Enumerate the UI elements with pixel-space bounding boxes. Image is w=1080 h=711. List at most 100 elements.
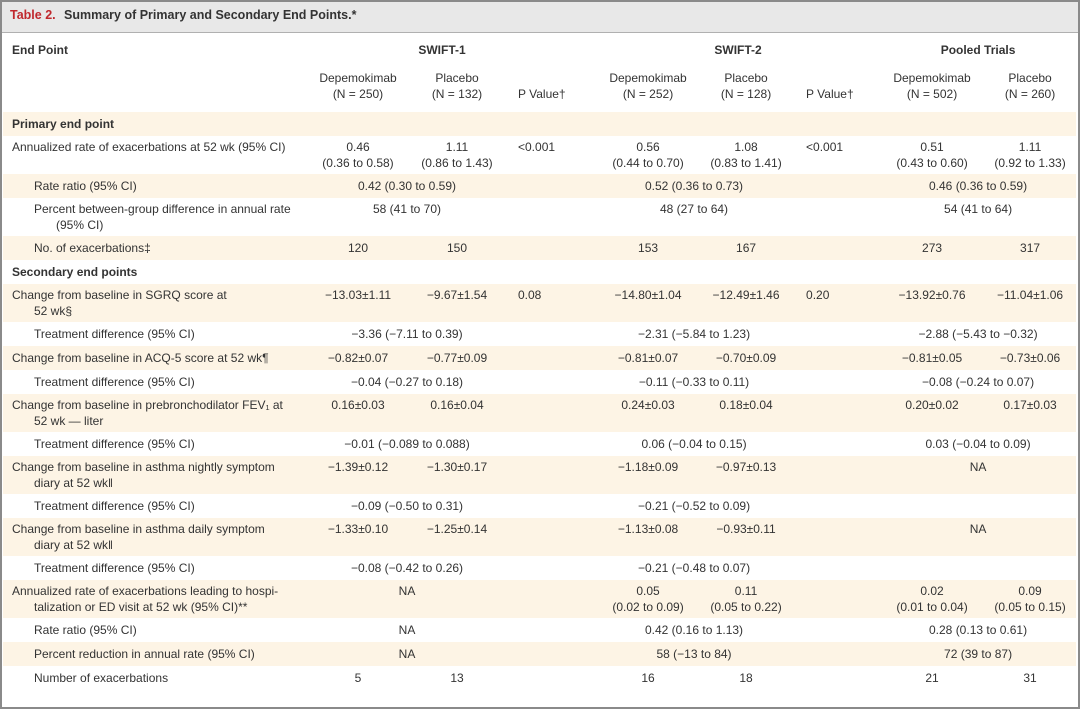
value-cell: −0.70±0.09: [715, 351, 777, 365]
value-cell: −0.21 (−0.48 to 0.07): [637, 561, 751, 575]
p-value-cell: [506, 432, 596, 456]
table-row: Annualized rate of exacerbations leading…: [3, 580, 1077, 618]
value-cell: −1.33±0.10: [327, 522, 389, 536]
value-cell: 0.18±0.04: [719, 398, 773, 412]
value-cell: −0.73±0.06: [999, 351, 1061, 365]
row-label: Change from baseline in prebronchodilato…: [12, 398, 283, 428]
row-label: Number of exacerbations: [34, 671, 169, 685]
value-cell: −2.31 (−5.84 to 1.23): [637, 327, 751, 341]
value-cell: 1.11 (0.86 to 1.43): [421, 140, 493, 170]
p-value-cell: [506, 556, 596, 580]
p-value-cell: [792, 580, 880, 618]
row-label: Treatment difference (95% CI): [34, 327, 195, 341]
p-value-cell: [506, 618, 596, 642]
table-row: Change from baseline in prebronchodilato…: [3, 394, 1077, 432]
p-value-cell: <0.001: [806, 140, 844, 154]
p-value-cell: [506, 236, 596, 260]
section-label: Secondary end points: [12, 265, 138, 279]
section-header-row: Secondary end points: [3, 260, 1076, 284]
value-cell: 0.51 (0.43 to 0.60): [896, 140, 968, 170]
col-header-swift2-depemokimab: Depemokimab (N = 252): [609, 71, 687, 101]
row-label: Change from baseline in ACQ-5 score at 5…: [12, 351, 269, 365]
table-row: Rate ratio (95% CI) 0.42 (0.30 to 0.59) 0.…: [3, 174, 1077, 198]
value-cell: NA: [398, 623, 416, 637]
value-cell: 0.16±0.04: [430, 398, 484, 412]
value-cell: −1.18±0.09: [617, 460, 679, 474]
value-cell: 0.16±0.03: [331, 398, 385, 412]
value-cell: −0.11 (−0.33 to 0.11): [638, 375, 750, 389]
row-label: Annualized rate of exacerbations at 52 w…: [12, 140, 286, 154]
endpoint-header: End Point: [12, 43, 68, 57]
value-cell: 0.20±0.02: [905, 398, 959, 412]
value-cell: 58 (41 to 70): [372, 202, 442, 216]
row-label: Treatment difference (95% CI): [34, 437, 195, 451]
value-cell: 0.46 (0.36 to 0.59): [929, 179, 1028, 193]
value-cell: 0.56 (0.44 to 0.70): [612, 140, 684, 170]
row-label: Percent reduction in annual rate (95% CI…: [34, 647, 255, 661]
value-cell: 0.05 (0.02 to 0.09): [612, 584, 684, 614]
value-cell: NA: [969, 522, 987, 536]
value-cell: 0.46 (0.36 to 0.58): [322, 140, 394, 170]
row-label: Rate ratio (95% CI): [34, 623, 137, 637]
column-header-row: Depemokimab (N = 250) Placebo (N = 132) …: [3, 70, 1076, 112]
table-row: Change from baseline in asthma nightly s…: [3, 456, 1077, 494]
value-cell: −0.93±0.11: [716, 522, 776, 536]
p-value-cell: [506, 370, 596, 394]
p-value-cell: [792, 456, 880, 494]
table-row: Change from baseline in ACQ-5 score at 5…: [3, 346, 1077, 370]
p-value-cell: [792, 494, 880, 518]
p-value-cell: [506, 456, 596, 494]
value-cell: 273: [922, 241, 943, 255]
table-row: Percent reduction in annual rate (95% CI…: [3, 642, 1077, 666]
value-cell: 0.24±0.03: [621, 398, 675, 412]
value-cell: −9.67±1.54: [426, 288, 488, 302]
table-caption: Summary of Primary and Secondary End Poi…: [64, 8, 357, 22]
p-value-cell: [506, 174, 596, 198]
value-cell: −2.88 (−5.43 to −0.32): [918, 327, 1038, 341]
col-header-swift1-pvalue: P Value†: [518, 87, 566, 101]
p-value-cell: [792, 346, 880, 370]
table-row: Percent between-group difference in annu…: [3, 198, 1076, 236]
table-row: Treatment difference (95% CI) −0.01 (−0.0…: [3, 432, 1076, 456]
value-cell: 18: [739, 671, 753, 685]
p-value-cell: [792, 666, 880, 690]
p-value-cell: [792, 556, 880, 580]
p-value-cell: [792, 642, 880, 666]
value-cell: 0.11 (0.05 to 0.22): [710, 584, 782, 614]
value-cell: 317: [1020, 241, 1041, 255]
p-value-cell: [506, 580, 596, 618]
value-cell: −0.08 (−0.42 to 0.26): [350, 561, 464, 575]
row-label: Change from baseline in SGRQ score at 52…: [12, 288, 227, 318]
value-cell: −0.77±0.09: [426, 351, 488, 365]
value-cell: NA: [398, 584, 416, 598]
table-row: Treatment difference (95% CI) −3.36 (−7.1…: [3, 322, 1076, 346]
group-header-row: End Point SWIFT-1 SWIFT-2 Pooled Trials: [3, 34, 1076, 70]
value-cell: 72 (39 to 87): [944, 647, 1013, 661]
p-value-cell: [792, 198, 880, 236]
p-value-cell: <0.001: [518, 140, 556, 154]
value-cell: −0.09 (−0.50 to 0.31): [350, 499, 464, 513]
value-cell: 0.02 (0.01 to 0.04): [896, 584, 968, 614]
p-value-cell: [506, 198, 596, 236]
value-cell: NA: [969, 460, 987, 474]
row-label: Rate ratio (95% CI): [34, 179, 137, 193]
p-value-cell: [792, 432, 880, 456]
value-cell: 21: [925, 671, 939, 685]
value-cell: −1.30±0.17: [426, 460, 488, 474]
value-cell: 31: [1023, 671, 1037, 685]
value-cell: 5: [354, 671, 362, 685]
col-header-swift2-placebo: Placebo (N = 128): [720, 71, 772, 101]
value-cell: 0.28 (0.13 to 0.61): [929, 623, 1028, 637]
value-cell: −3.36 (−7.11 to 0.39): [351, 327, 463, 341]
value-cell: −13.92±0.76: [898, 288, 966, 302]
value-cell: 16: [641, 671, 655, 685]
value-cell: 0.06 (−0.04 to 0.15): [641, 437, 747, 451]
value-cell: −11.04±1.06: [996, 288, 1064, 302]
value-cell: 167: [736, 241, 757, 255]
row-label: Annualized rate of exacerbations leading…: [12, 584, 279, 614]
endpoints-table: End Point SWIFT-1 SWIFT-2 Pooled Trials …: [3, 34, 1077, 690]
p-value-cell: [792, 174, 880, 198]
row-label: Change from baseline in asthma daily sym…: [12, 522, 265, 552]
p-value-cell: [792, 370, 880, 394]
value-cell: −0.81±0.07: [617, 351, 679, 365]
